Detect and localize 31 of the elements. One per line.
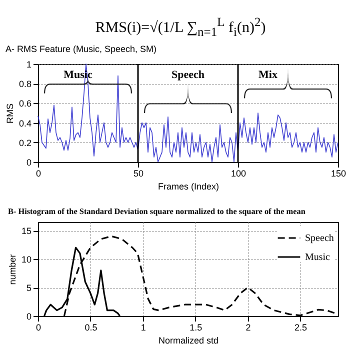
y-tick-label: 10 xyxy=(21,254,32,265)
x-tick-label: 0 xyxy=(36,168,42,178)
legend-label: Music xyxy=(305,252,331,263)
y-axis-title: RMS xyxy=(4,104,15,124)
y-tick-label: 0.4 xyxy=(18,118,32,128)
y-tick-label: 15 xyxy=(21,226,32,236)
y-tick-label: 0.2 xyxy=(18,138,32,148)
x-tick-label: 50 xyxy=(133,168,144,178)
annotation: Mix xyxy=(258,68,278,81)
x-axis-title: Normalized std xyxy=(158,336,219,346)
x-tick-label: 150 xyxy=(330,168,346,178)
annotation: Speech xyxy=(172,68,204,81)
chart-title: A- RMS Feature (Music, Speech, SM) xyxy=(5,44,157,54)
x-tick-label: 0.5 xyxy=(84,322,98,332)
x-tick-label: 100 xyxy=(230,168,246,178)
y-tick-label: 1 xyxy=(26,60,32,70)
x-axis-title: Frames (Index) xyxy=(158,182,220,192)
x-tick-label: 1.5 xyxy=(190,322,202,332)
y-tick-label: 0 xyxy=(26,312,32,322)
text: RMS(i)=√(1/L ∑$_{n=1}$$^{L}$ f$_{i}$(n)$^{2}$) xyxy=(94,14,267,41)
x-tick-label: 2.5 xyxy=(294,322,307,332)
legend-label: Speech xyxy=(305,233,334,244)
chart-title: B- Histogram of the Standard Deviation square normalized to the square of the mean xyxy=(8,206,306,216)
x-tick-label: 1 xyxy=(140,322,146,332)
y-tick-label: 0.6 xyxy=(18,98,32,109)
x-tick-label: 0 xyxy=(36,322,42,332)
x-tick-label: 2 xyxy=(246,322,251,332)
y-axis-title: number xyxy=(7,254,18,285)
y-tick-label: 0.8 xyxy=(18,79,32,90)
y-tick-label: 0 xyxy=(26,158,32,168)
y-tick-label: 5 xyxy=(26,283,32,294)
